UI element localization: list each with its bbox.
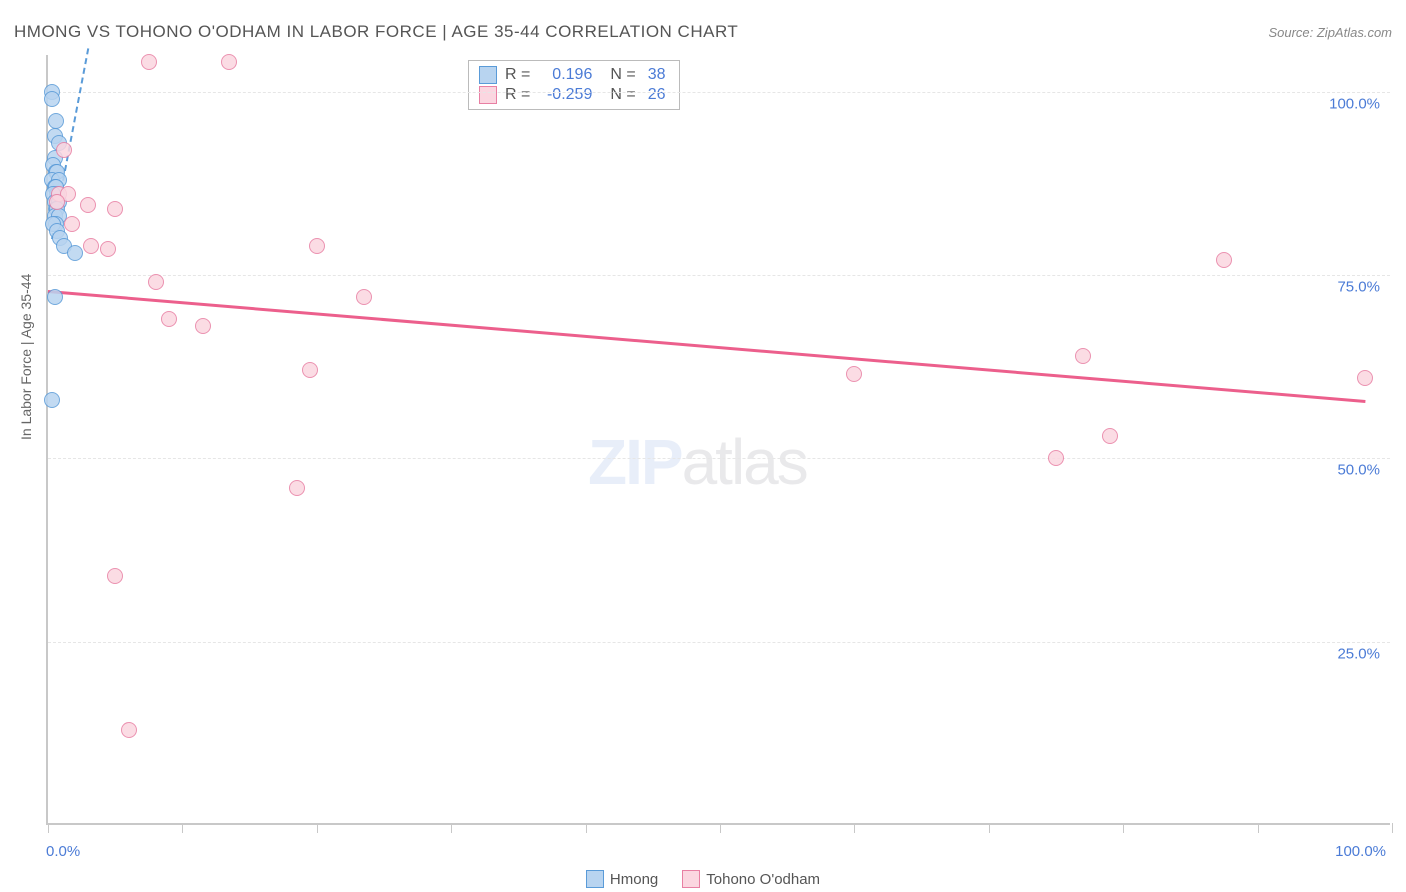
x-tick-label: 100.0% (1335, 843, 1386, 860)
gridline (48, 642, 1390, 643)
chart-title: HMONG VS TOHONO O'ODHAM IN LABOR FORCE |… (14, 22, 738, 42)
y-axis-label: In Labor Force | Age 35-44 (18, 274, 34, 440)
x-tick (48, 823, 49, 833)
stats-row: R = -0.259 N = 26 (479, 85, 665, 105)
x-tick (854, 823, 855, 833)
data-point (1357, 370, 1373, 386)
scatter-plot: ZIPatlas R = 0.196 N = 38 R = -0.259 N = 26 25.… (46, 55, 1390, 825)
data-point (47, 289, 63, 305)
data-point (221, 54, 237, 70)
n-value: 38 (648, 66, 666, 84)
y-tick-label: 100.0% (1329, 95, 1380, 112)
data-point (289, 480, 305, 496)
data-point (1075, 348, 1091, 364)
y-tick-label: 75.0% (1337, 279, 1380, 296)
data-point (48, 113, 64, 129)
gridline (48, 275, 1390, 276)
watermark-zip: ZIP (588, 426, 682, 498)
trend-line (48, 290, 1365, 402)
data-point (107, 201, 123, 217)
data-point (107, 568, 123, 584)
gridline (48, 458, 1390, 459)
series-swatch (479, 86, 497, 104)
data-point (846, 366, 862, 382)
y-tick-label: 25.0% (1337, 645, 1380, 662)
data-point (148, 274, 164, 290)
data-point (302, 362, 318, 378)
watermark-atlas: atlas (682, 426, 807, 498)
data-point (100, 241, 116, 257)
correlation-stats-box: R = 0.196 N = 38 R = -0.259 N = 26 (468, 60, 680, 110)
y-tick-label: 50.0% (1337, 462, 1380, 479)
watermark: ZIPatlas (588, 425, 807, 499)
data-point (44, 392, 60, 408)
n-label: N = (610, 86, 635, 104)
n-label: N = (610, 66, 635, 84)
source-attribution: Source: ZipAtlas.com (1268, 25, 1392, 40)
r-label: R = (505, 66, 530, 84)
x-tick (989, 823, 990, 833)
data-point (49, 194, 65, 210)
data-point (1216, 252, 1232, 268)
x-tick (1123, 823, 1124, 833)
series-swatch (479, 66, 497, 84)
x-tick (317, 823, 318, 833)
data-point (356, 289, 372, 305)
data-point (56, 142, 72, 158)
x-tick (451, 823, 452, 833)
title-bar: HMONG VS TOHONO O'ODHAM IN LABOR FORCE |… (14, 22, 1392, 42)
data-point (67, 245, 83, 261)
x-tick (720, 823, 721, 833)
r-value: 0.196 (538, 66, 592, 84)
legend: Hmong Tohono O'odham (0, 870, 1406, 888)
r-label: R = (505, 86, 530, 104)
data-point (141, 54, 157, 70)
data-point (309, 238, 325, 254)
legend-swatch (586, 870, 604, 888)
data-point (83, 238, 99, 254)
data-point (195, 318, 211, 334)
data-point (121, 722, 137, 738)
legend-item: Hmong (586, 870, 658, 888)
x-tick (182, 823, 183, 833)
r-value: -0.259 (538, 86, 592, 104)
data-point (1048, 450, 1064, 466)
stats-row: R = 0.196 N = 38 (479, 65, 665, 85)
data-point (1102, 428, 1118, 444)
n-value: 26 (648, 86, 666, 104)
data-point (80, 197, 96, 213)
gridline (48, 92, 1390, 93)
x-tick-label: 0.0% (46, 843, 80, 860)
data-point (64, 216, 80, 232)
x-tick (1392, 823, 1393, 833)
legend-item: Tohono O'odham (682, 870, 820, 888)
legend-swatch (682, 870, 700, 888)
data-point (44, 91, 60, 107)
x-tick (586, 823, 587, 833)
x-tick (1258, 823, 1259, 833)
data-point (161, 311, 177, 327)
legend-label: Tohono O'odham (706, 871, 820, 888)
legend-label: Hmong (610, 871, 658, 888)
